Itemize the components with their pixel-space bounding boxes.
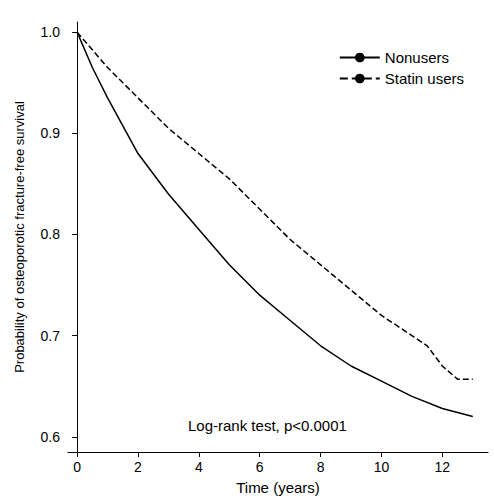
- svg-text:0: 0: [73, 459, 81, 475]
- svg-text:Time (years): Time (years): [236, 479, 320, 496]
- svg-text:1.0: 1.0: [41, 24, 61, 40]
- svg-text:0.8: 0.8: [41, 226, 61, 242]
- svg-text:12: 12: [435, 459, 451, 475]
- svg-text:8: 8: [317, 459, 325, 475]
- svg-text:Statin users: Statin users: [385, 70, 464, 87]
- svg-text:0.9: 0.9: [41, 125, 61, 141]
- svg-text:2: 2: [134, 459, 142, 475]
- svg-text:6: 6: [256, 459, 264, 475]
- svg-text:Log-rank test, p<0.0001: Log-rank test, p<0.0001: [188, 417, 347, 434]
- svg-text:Probability of osteoporotic fr: Probability of osteoporotic fracture-fre…: [12, 101, 27, 373]
- svg-text:4: 4: [195, 459, 203, 475]
- svg-text:0.7: 0.7: [41, 328, 61, 344]
- svg-text:0.6: 0.6: [41, 429, 61, 445]
- svg-text:Nonusers: Nonusers: [385, 49, 449, 66]
- svg-text:10: 10: [374, 459, 390, 475]
